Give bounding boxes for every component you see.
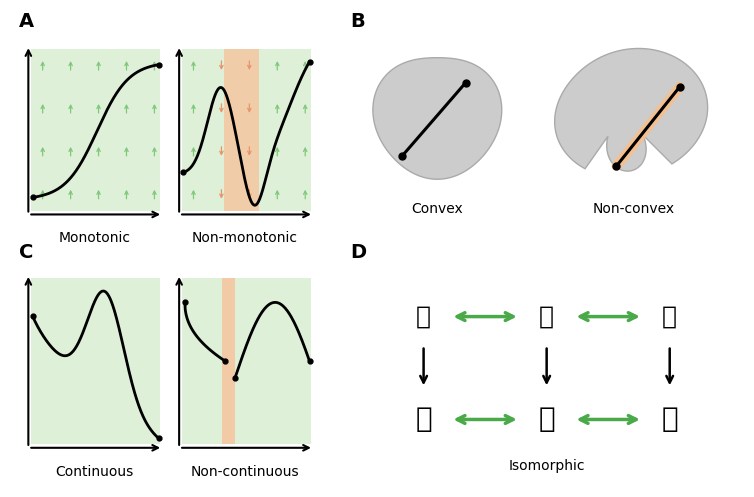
FancyBboxPatch shape	[222, 278, 235, 444]
Text: 🧢: 🧢	[416, 305, 431, 329]
Text: 👤: 👤	[415, 406, 432, 433]
Text: C: C	[19, 244, 33, 262]
Text: Non-continuous: Non-continuous	[191, 465, 299, 479]
Polygon shape	[373, 58, 501, 179]
FancyBboxPatch shape	[31, 278, 160, 444]
Polygon shape	[555, 49, 707, 171]
Text: Non-convex: Non-convex	[593, 202, 674, 216]
Text: Isomorphic: Isomorphic	[508, 459, 585, 473]
FancyBboxPatch shape	[223, 49, 259, 211]
Text: Convex: Convex	[412, 202, 463, 216]
Text: ✋: ✋	[538, 406, 555, 433]
Text: D: D	[351, 244, 366, 262]
FancyBboxPatch shape	[182, 49, 311, 211]
FancyBboxPatch shape	[182, 278, 311, 444]
Text: Continuous: Continuous	[55, 465, 133, 479]
Text: 🦶: 🦶	[661, 406, 678, 433]
Text: 👟: 👟	[662, 305, 677, 329]
Text: B: B	[351, 12, 366, 31]
Text: A: A	[19, 12, 34, 31]
Text: Non-monotonic: Non-monotonic	[192, 231, 298, 245]
Text: 🖐: 🖐	[539, 305, 554, 329]
FancyBboxPatch shape	[31, 49, 160, 211]
Text: Monotonic: Monotonic	[58, 231, 130, 245]
